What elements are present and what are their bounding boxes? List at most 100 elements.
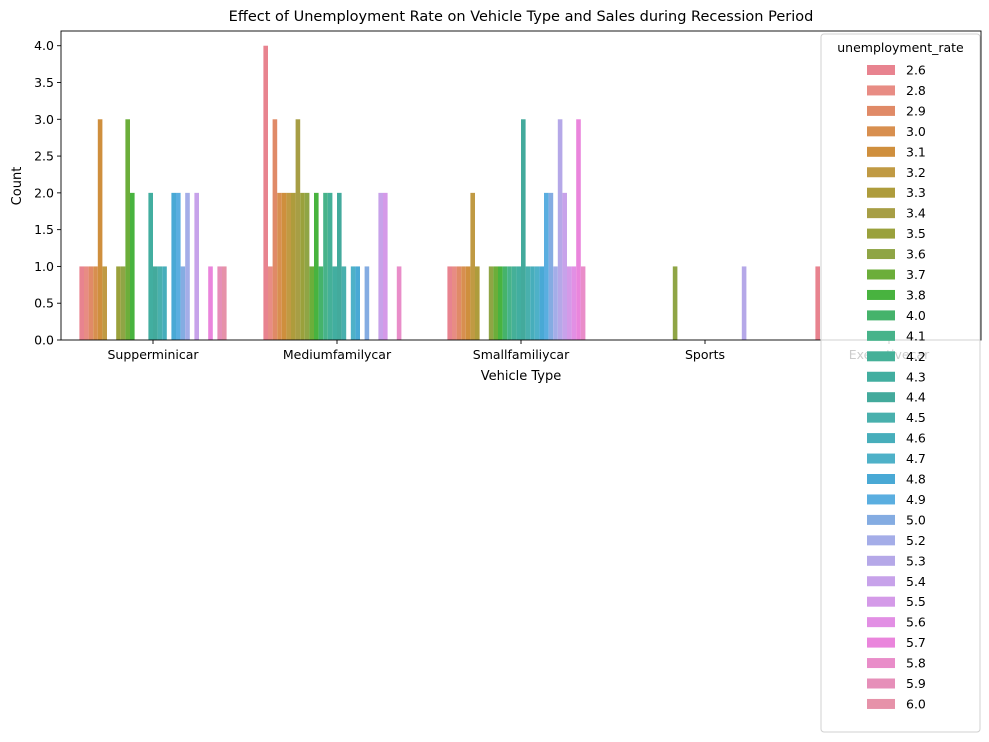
y-tick-label: 0.0	[34, 333, 54, 348]
bar-3.1-Mediumfamilycar	[281, 192, 287, 340]
bar-5.4-Supperminicar	[194, 192, 199, 340]
bar-3.0-Smallfamiliycar	[461, 266, 466, 340]
bar-3.5-Supperminicar	[116, 266, 121, 340]
bars-layer	[79, 45, 820, 341]
bar-2.8-Mediumfamilycar	[268, 266, 273, 340]
bar-4.6-Smallfamiliycar	[530, 266, 535, 340]
legend-swatch	[867, 678, 895, 689]
bar-3.1-Smallfamiliycar	[465, 266, 471, 340]
bar-2.6-Smallfamiliycar	[447, 266, 452, 340]
bar-2.9-Smallfamiliycar	[456, 266, 462, 340]
bar-3.6-Mediumfamilycar	[304, 192, 310, 340]
bar-5.5-Mediumfamilycar	[383, 192, 388, 340]
legend-swatch	[867, 187, 895, 198]
bar-4.2-Mediumfamilycar	[327, 192, 333, 340]
bar-2.8-Supperminicar	[84, 266, 89, 340]
bar-5.3-Smallfamiliycar	[557, 119, 563, 340]
legend-swatch	[867, 126, 895, 137]
legend-label: 4.8	[906, 472, 926, 487]
legend-label: 3.8	[906, 287, 926, 302]
bar-4.0-Mediumfamilycar	[318, 266, 324, 340]
bar-5.8-Smallfamiliycar	[580, 266, 586, 340]
legend-swatch	[867, 494, 895, 505]
bar-4.7-Smallfamiliycar	[534, 266, 540, 340]
legend-swatch	[867, 535, 895, 546]
bar-5.9-Supperminicar	[217, 266, 222, 340]
bar-3.2-Smallfamiliycar	[470, 192, 475, 340]
x-tick-label: Sports	[685, 347, 725, 362]
chart-title: Effect of Unemployment Rate on Vehicle T…	[229, 9, 814, 25]
bar-6.0-Supperminicar	[222, 266, 227, 340]
bar-4.1-Smallfamiliycar	[507, 266, 512, 340]
legend-label: 4.2	[906, 349, 926, 364]
x-tick-label: Mediumfamilycar	[283, 347, 392, 362]
y-tick-label: 3.5	[34, 75, 54, 90]
legend-swatch	[867, 555, 895, 566]
legend-swatch	[867, 228, 895, 239]
legend-label: 3.6	[906, 247, 926, 262]
y-tick-label: 4.0	[34, 38, 54, 53]
legend: unemployment_rate 2.6 2.8 2.9 3.0 3.1 3.2 3.3 3.…	[820, 33, 981, 733]
bar-4.3-Supperminicar	[148, 192, 153, 340]
bar-5.4-Mediumfamilycar	[378, 192, 383, 340]
legend-swatch	[867, 453, 895, 464]
y-tick-label: 2.0	[34, 185, 54, 200]
legend-label: 2.8	[906, 83, 926, 98]
legend-label: 5.3	[906, 553, 926, 568]
bar-3.8-Smallfamiliycar	[498, 266, 503, 340]
legend-label: 3.5	[906, 226, 926, 241]
bar-3.7-Supperminicar	[125, 119, 130, 340]
x-tick-label: Supperminicar	[107, 347, 199, 362]
legend-label: 5.5	[906, 594, 926, 609]
legend-swatch	[867, 330, 895, 341]
bar-4.2-Smallfamiliycar	[511, 266, 517, 340]
bar-4.9-Smallfamiliycar	[544, 192, 549, 340]
bar-4.9-Supperminicar	[176, 192, 181, 340]
bar-3.2-Supperminicar	[102, 266, 107, 340]
bar-2.6-Mediumfamilycar	[263, 45, 268, 341]
bar-3.2-Mediumfamilycar	[286, 192, 291, 340]
legend-label: 4.6	[906, 431, 926, 446]
legend-label: 5.0	[906, 512, 926, 527]
legend-swatch	[867, 269, 895, 280]
legend-swatch	[867, 351, 895, 362]
legend-swatch	[867, 658, 895, 669]
legend-label: 4.0	[906, 308, 926, 323]
bar-5.3-Sports	[741, 266, 747, 340]
bar-4.4-Smallfamiliycar	[521, 119, 526, 340]
x-axis-label: Vehicle Type	[481, 369, 561, 384]
legend-swatch	[867, 392, 895, 403]
legend-swatch	[867, 514, 895, 525]
bar-2.6-Supperminicar	[79, 266, 84, 340]
legend-swatch	[867, 167, 895, 178]
legend-label: 4.7	[906, 451, 926, 466]
bar-4.4-Mediumfamilycar	[337, 192, 342, 340]
legend-swatch	[867, 637, 895, 648]
legend-swatch	[867, 474, 895, 484]
bar-3.8-Mediumfamilycar	[314, 192, 319, 340]
legend-label: 4.5	[906, 410, 926, 425]
bar-5.5-Smallfamiliycar	[567, 266, 572, 340]
bar-4.0-Smallfamiliycar	[502, 266, 508, 340]
bar-4.3-Smallfamiliycar	[516, 266, 521, 340]
bar-3.6-Sports	[672, 266, 678, 340]
bar-3.6-Smallfamiliycar	[488, 266, 494, 340]
bar-3.4-Mediumfamilycar	[295, 119, 301, 340]
bar-4.6-Supperminicar	[162, 266, 167, 340]
legend-swatch	[867, 617, 895, 628]
bar-3.6-Supperminicar	[120, 266, 126, 340]
bar-4.5-Smallfamiliycar	[525, 266, 531, 340]
bar-5.8-Mediumfamilycar	[396, 266, 402, 340]
legend-label: 5.8	[906, 656, 926, 671]
legend-swatch	[867, 310, 895, 321]
bar-5.4-Smallfamiliycar	[562, 192, 567, 340]
legend-label: 4.1	[906, 328, 926, 343]
y-tick-label: 0.5	[34, 296, 54, 311]
bar-5.7-Supperminicar	[208, 266, 213, 340]
legend-label: 3.7	[906, 267, 926, 282]
bar-3.8-Supperminicar	[130, 192, 135, 340]
legend-swatch	[867, 433, 895, 444]
legend-label: 5.2	[906, 533, 926, 548]
legend-label: 4.9	[906, 492, 926, 507]
bar-5.7-Smallfamiliycar	[576, 119, 581, 340]
